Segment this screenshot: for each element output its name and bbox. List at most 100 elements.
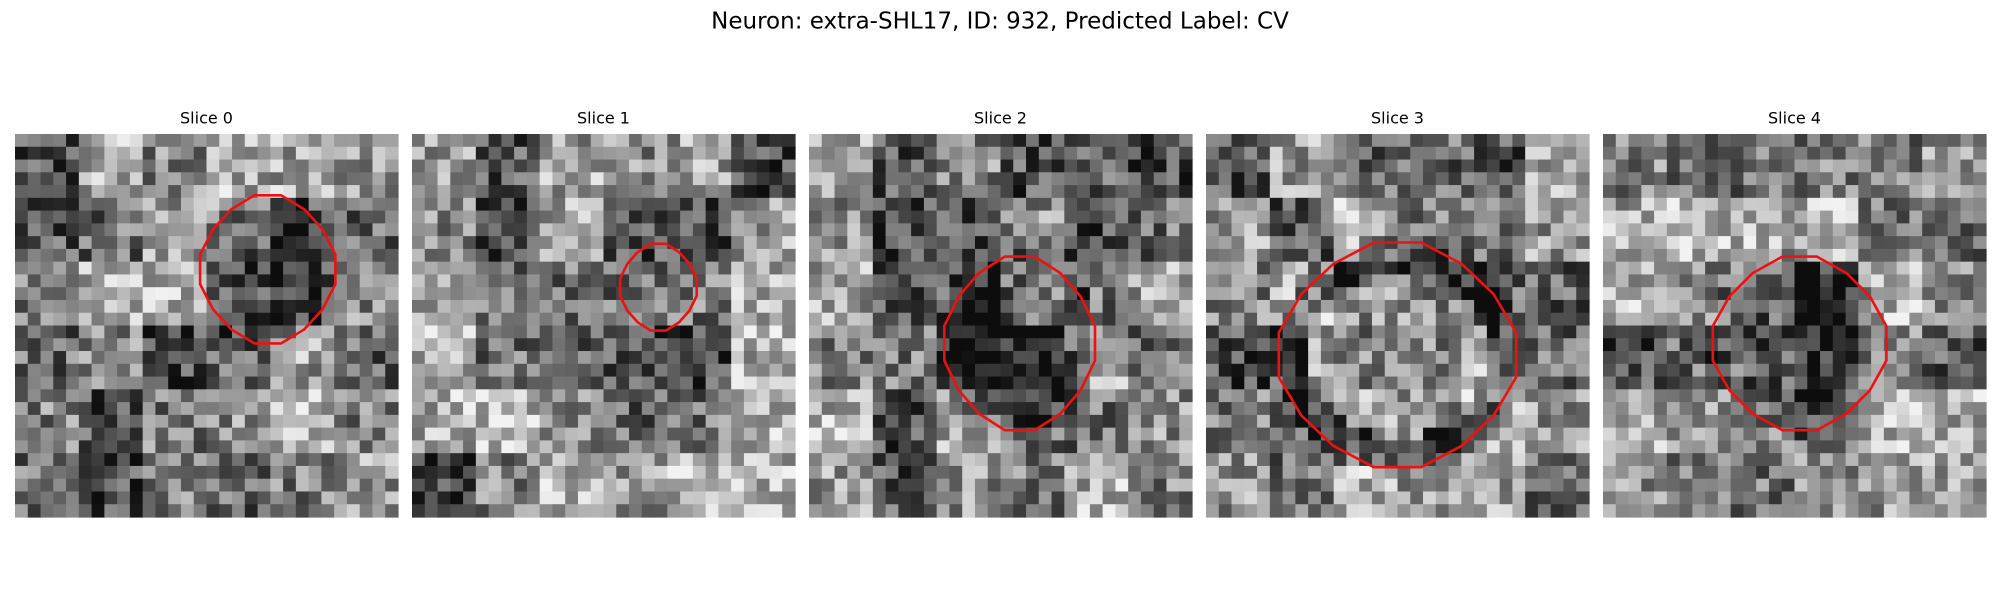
pixel — [1705, 402, 1719, 416]
pixel — [295, 185, 310, 199]
pixel — [437, 504, 451, 518]
pixel — [860, 440, 874, 454]
pixel — [475, 389, 490, 403]
pixel — [155, 261, 169, 276]
pixel — [180, 159, 195, 173]
pixel — [385, 197, 399, 212]
pixel — [949, 197, 963, 212]
pixel — [1628, 491, 1642, 505]
pixel — [1140, 312, 1155, 327]
pixel — [1525, 223, 1539, 237]
pixel — [1218, 465, 1233, 480]
pixel — [78, 414, 93, 429]
pixel — [346, 299, 361, 314]
pixel — [1064, 299, 1078, 314]
pixel — [552, 287, 566, 301]
pixel — [1603, 389, 1617, 403]
pixel — [936, 453, 951, 467]
pixel — [834, 440, 848, 454]
pixel — [565, 453, 579, 467]
pixel — [129, 159, 144, 173]
pixel — [923, 146, 938, 161]
pixel — [437, 146, 451, 161]
pixel — [629, 504, 643, 518]
pixel — [1206, 453, 1220, 467]
pixel — [1077, 363, 1091, 378]
pixel — [769, 134, 783, 148]
pixel — [1153, 223, 1168, 237]
pixel — [1628, 197, 1642, 212]
pixel — [1295, 363, 1309, 378]
pixel — [1397, 440, 1411, 454]
pixel — [1717, 427, 1732, 441]
pixel — [718, 478, 732, 493]
pixel — [1896, 210, 1910, 224]
pixel — [782, 427, 796, 441]
pixel — [1140, 389, 1155, 403]
pixel — [359, 146, 374, 161]
pixel — [1550, 338, 1565, 352]
pixel — [1206, 248, 1220, 263]
pixel — [1537, 491, 1552, 505]
pixel — [514, 465, 528, 480]
pixel — [1934, 427, 1949, 441]
pixel — [1603, 402, 1617, 416]
pixel — [180, 427, 195, 441]
pixel — [1295, 312, 1309, 327]
pixel — [987, 248, 1002, 263]
pixel — [1909, 376, 1923, 390]
pixel — [860, 236, 874, 250]
pixel — [1089, 325, 1104, 339]
pixel — [1397, 427, 1411, 441]
pixel — [911, 465, 925, 480]
pixel — [1269, 299, 1284, 314]
pixel — [193, 427, 208, 441]
pixel — [1038, 146, 1053, 161]
pixel — [705, 223, 719, 237]
pixel — [488, 465, 502, 480]
pixel — [1525, 248, 1539, 263]
pixel — [91, 325, 105, 339]
pixel — [53, 146, 67, 161]
pixel — [1934, 299, 1949, 314]
pixel — [1359, 287, 1373, 301]
pixel — [1013, 287, 1027, 301]
pixel — [565, 172, 579, 186]
pixel — [1218, 159, 1233, 173]
pixel — [718, 261, 732, 276]
pixel — [526, 351, 541, 365]
pixel — [193, 491, 208, 505]
pixel — [756, 504, 771, 518]
pixel — [1563, 274, 1577, 288]
pixel — [1308, 504, 1322, 518]
pixel — [1064, 223, 1078, 237]
pixel — [1013, 440, 1027, 454]
pixel — [1206, 402, 1220, 416]
pixel — [1102, 236, 1116, 250]
pixel — [1206, 172, 1220, 186]
pixel — [629, 134, 643, 148]
pixel — [1435, 478, 1450, 493]
pixel — [1871, 427, 1885, 441]
pixel — [1768, 159, 1783, 173]
pixel — [1371, 159, 1386, 173]
pixel — [91, 389, 105, 403]
pixel — [15, 351, 29, 365]
pixel — [437, 261, 451, 276]
pixel — [565, 338, 579, 352]
pixel — [1218, 248, 1233, 263]
pixel — [488, 312, 502, 327]
pixel — [1641, 478, 1655, 493]
pixel — [962, 465, 976, 480]
pixel — [847, 351, 861, 365]
pixel — [283, 172, 297, 186]
pixel — [1474, 146, 1488, 161]
pixel — [834, 312, 848, 327]
pixel — [936, 465, 951, 480]
pixel — [1077, 427, 1091, 441]
pixel — [1794, 363, 1808, 378]
pixel — [155, 248, 169, 263]
pixel — [1768, 312, 1783, 327]
pixel — [308, 159, 322, 173]
pixel — [463, 351, 477, 365]
